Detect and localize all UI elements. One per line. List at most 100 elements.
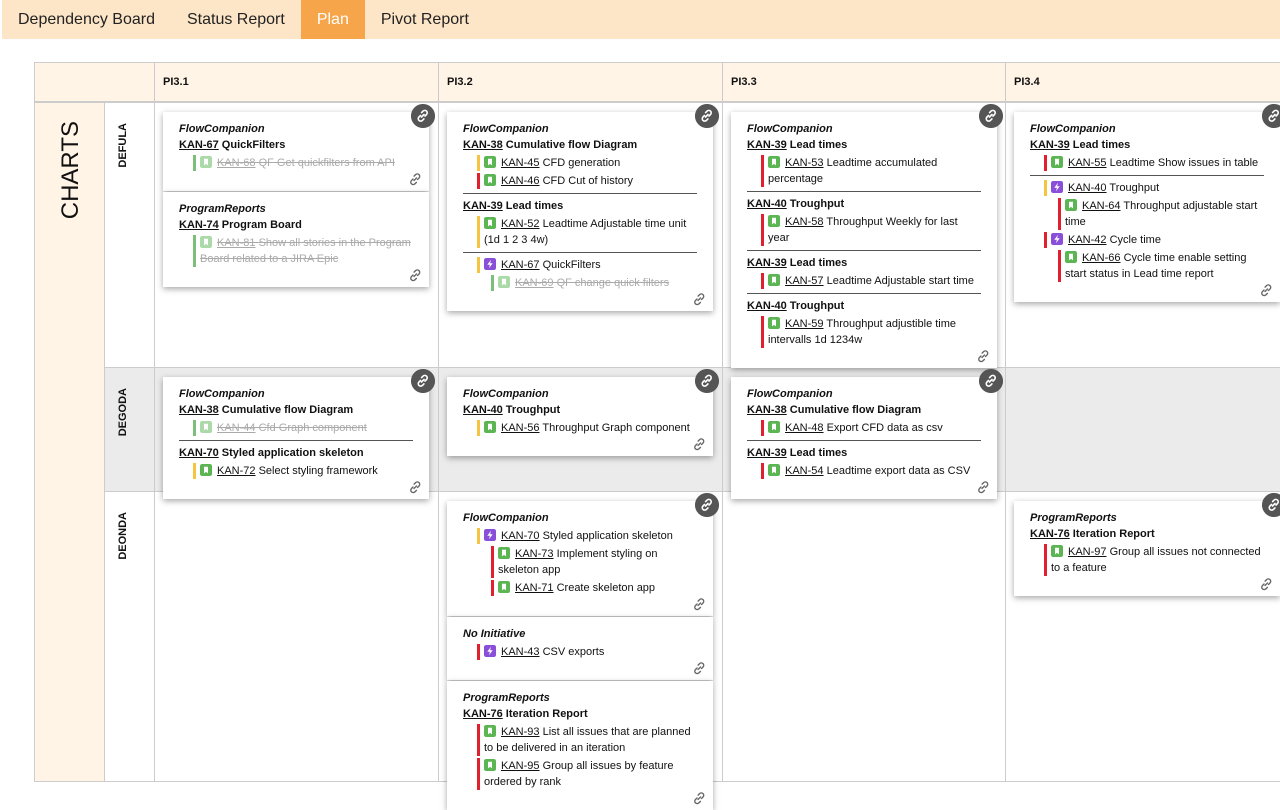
- link-button[interactable]: [1262, 493, 1280, 517]
- link-button[interactable]: [695, 369, 719, 393]
- link-button[interactable]: [979, 369, 1003, 393]
- issue-key[interactable]: KAN-67: [501, 259, 540, 271]
- epic: KAN-76 Iteration Report: [1030, 526, 1264, 542]
- issue: KAN-59 Throughput adjustible time interv…: [761, 316, 981, 348]
- story-icon: [498, 276, 510, 288]
- issue: KAN-40 Troughput: [1044, 180, 1264, 196]
- link-icon[interactable]: [1258, 576, 1274, 592]
- issue-key[interactable]: KAN-44: [217, 422, 256, 434]
- issue-key[interactable]: KAN-70: [501, 530, 540, 542]
- link-icon[interactable]: [407, 479, 423, 495]
- epic-key[interactable]: KAN-38: [463, 139, 503, 151]
- link-button[interactable]: [1262, 104, 1280, 128]
- issue-key[interactable]: KAN-43: [501, 646, 540, 658]
- cell: FlowCompanion KAN-38 Cumulative flow Diag…: [155, 368, 439, 499]
- tab[interactable]: Status Report: [186, 11, 285, 28]
- epic-title: Styled application skeleton: [221, 447, 364, 459]
- epic-key[interactable]: KAN-40: [463, 404, 503, 416]
- issue-title: Group all issues by feature ordered by r…: [484, 760, 674, 788]
- epic: KAN-67 QuickFilters: [179, 137, 413, 153]
- link-icon[interactable]: [691, 596, 707, 612]
- epic-key[interactable]: KAN-38: [747, 404, 787, 416]
- link-button[interactable]: [979, 104, 1003, 128]
- issue-key[interactable]: KAN-53: [785, 157, 824, 169]
- card: FlowCompanion KAN-38 Cumulative flow Diag…: [731, 377, 997, 499]
- tab[interactable]: Plan: [300, 0, 365, 39]
- epic: KAN-39 Lead times: [747, 445, 981, 461]
- epic-key[interactable]: KAN-39: [747, 139, 787, 151]
- epic-key[interactable]: KAN-40: [747, 300, 787, 312]
- story-icon: [768, 317, 780, 329]
- link-icon[interactable]: [1258, 282, 1274, 298]
- card-stack: ProgramReports KAN-76 Iteration Report KAN…: [1014, 493, 1280, 596]
- tab[interactable]: Dependency Board: [18, 11, 155, 28]
- epic-key[interactable]: KAN-40: [747, 198, 787, 210]
- link-icon[interactable]: [691, 790, 707, 806]
- issue-key[interactable]: KAN-97: [1068, 546, 1107, 558]
- initiative: FlowCompanion: [463, 388, 549, 400]
- epic-title: Lead times: [789, 257, 848, 269]
- issue-key[interactable]: KAN-42: [1068, 234, 1107, 246]
- story-icon: [498, 581, 510, 593]
- issue-key[interactable]: KAN-59: [785, 318, 824, 330]
- issue-key[interactable]: KAN-56: [501, 422, 540, 434]
- link-icon[interactable]: [691, 291, 707, 307]
- issue: KAN-70 Styled application skeleton: [477, 528, 697, 544]
- issue-key[interactable]: KAN-95: [501, 760, 540, 772]
- issue-key[interactable]: KAN-71: [515, 582, 554, 594]
- issue-key[interactable]: KAN-40: [1068, 182, 1107, 194]
- issue-key[interactable]: KAN-55: [1068, 157, 1107, 169]
- epic: KAN-40 Troughput: [747, 298, 981, 314]
- issue-key[interactable]: KAN-45: [501, 157, 540, 169]
- issue-key[interactable]: KAN-69: [515, 277, 554, 289]
- column-header: PI3.4: [1006, 63, 1280, 103]
- link-icon[interactable]: [407, 171, 423, 187]
- epic-key[interactable]: KAN-70: [179, 447, 219, 459]
- issue-key[interactable]: KAN-68: [217, 157, 256, 169]
- epic-title: Troughput: [505, 404, 561, 416]
- link-button[interactable]: [411, 369, 435, 393]
- epic-title: Cumulative flow Diagram: [221, 404, 354, 416]
- cell: FlowCompanion KAN-40 Troughput KAN-56 Thro…: [439, 368, 723, 492]
- epic-title: Troughput: [789, 300, 845, 312]
- epic-key[interactable]: KAN-76: [463, 708, 503, 720]
- cell: FlowCompanion KAN-38 Cumulative flow Diag…: [439, 103, 723, 368]
- issue-key[interactable]: KAN-48: [785, 422, 824, 434]
- link-button[interactable]: [695, 104, 719, 128]
- link-icon[interactable]: [975, 348, 991, 364]
- link-icon[interactable]: [691, 436, 707, 452]
- epic-key[interactable]: KAN-39: [747, 447, 787, 459]
- link-icon[interactable]: [691, 660, 707, 676]
- epic-key[interactable]: KAN-76: [1030, 528, 1070, 540]
- epic-key[interactable]: KAN-39: [463, 200, 503, 212]
- tab[interactable]: Pivot Report: [380, 11, 469, 28]
- epic-key[interactable]: KAN-39: [1030, 139, 1070, 151]
- issue-key[interactable]: KAN-58: [785, 216, 824, 228]
- link-icon[interactable]: [975, 479, 991, 495]
- separator: [747, 293, 981, 294]
- link-button[interactable]: [695, 493, 719, 517]
- link-button[interactable]: [411, 104, 435, 128]
- link-icon[interactable]: [407, 267, 423, 283]
- issue-key[interactable]: KAN-73: [515, 548, 554, 560]
- issue-key[interactable]: KAN-64: [1082, 200, 1121, 212]
- epic: KAN-74 Program Board: [179, 217, 413, 233]
- issue-key[interactable]: KAN-57: [785, 275, 824, 287]
- epic-key[interactable]: KAN-67: [179, 139, 219, 151]
- story-icon: [484, 217, 496, 229]
- epic-title: Troughput: [789, 198, 845, 210]
- issue-key[interactable]: KAN-93: [501, 726, 540, 738]
- issue-key[interactable]: KAN-72: [217, 465, 256, 477]
- issue: KAN-95 Group all issues by feature order…: [477, 758, 697, 790]
- epic: KAN-40 Troughput: [747, 196, 981, 212]
- issue-key[interactable]: KAN-66: [1082, 252, 1121, 264]
- epic-key[interactable]: KAN-74: [179, 219, 219, 231]
- issue-key[interactable]: KAN-52: [501, 218, 540, 230]
- issue: KAN-42 Cycle time: [1044, 232, 1264, 248]
- epic-key[interactable]: KAN-39: [747, 257, 787, 269]
- issue-key[interactable]: KAN-46: [501, 175, 540, 187]
- issue-key[interactable]: KAN-81: [217, 237, 256, 249]
- issue-key[interactable]: KAN-54: [785, 465, 824, 477]
- epic-key[interactable]: KAN-38: [179, 404, 219, 416]
- story-icon: [200, 464, 212, 476]
